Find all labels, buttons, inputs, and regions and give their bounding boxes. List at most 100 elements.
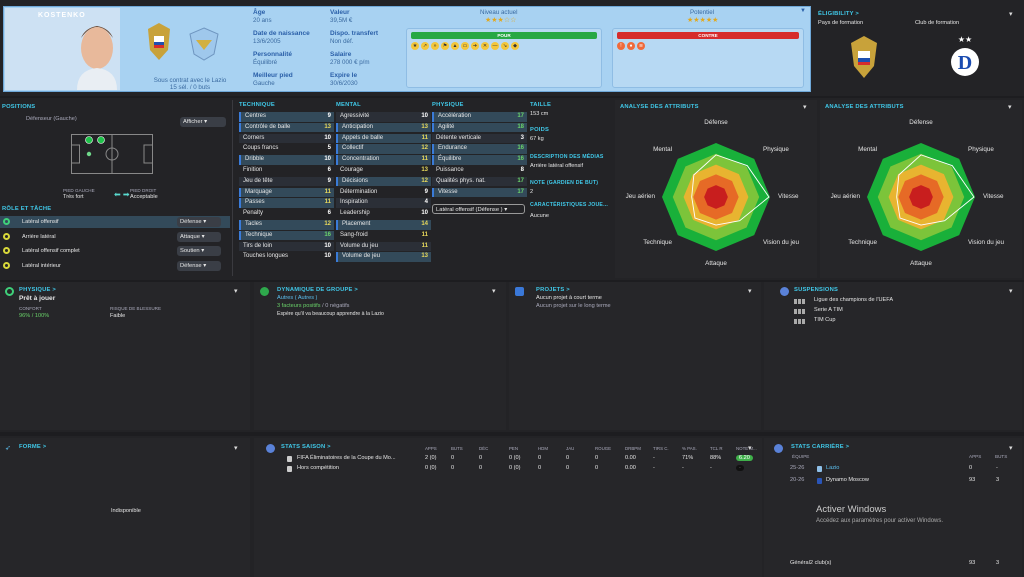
attribute-value: 14 — [421, 221, 428, 227]
stats-cell: - — [736, 465, 744, 471]
long-pass-trait-icon[interactable]: ↘ — [501, 42, 509, 50]
role-name: Latéral intérieur — [22, 262, 61, 269]
attribute-name: Agressivité — [340, 113, 370, 119]
stats-competition[interactable]: FIFA Éliminatoires de la Coupe du Mo... — [297, 455, 396, 461]
dash-trait-icon[interactable]: — — [491, 42, 499, 50]
right-foot-value: Acceptable — [130, 194, 158, 200]
svg-text:D: D — [958, 52, 972, 74]
dynamics-group[interactable]: Autres ( Autres ) — [277, 295, 318, 301]
zigzag-trait-icon[interactable]: ≋ — [637, 42, 645, 50]
career-title[interactable]: STATS CARRIÈRE > — [791, 444, 850, 450]
gk-note-value: 2 — [530, 189, 534, 195]
attribute-row: Puissance 8 — [432, 166, 527, 176]
radar-label: Vision du jeu — [968, 239, 1004, 246]
dob-label: Date de naissance — [253, 30, 310, 37]
field-trait-icon[interactable]: ▭ — [461, 42, 469, 50]
traits-value: Aucune — [530, 213, 549, 219]
role-row[interactable]: Latéral offensif Défense ▾ — [0, 216, 230, 228]
club-formation-label: Club de formation — [915, 20, 960, 26]
lazio-crest-icon — [186, 24, 222, 62]
attribute-name: Détermination — [340, 188, 378, 195]
flag-trait-icon[interactable]: ⚑ — [441, 42, 449, 50]
positions-title: POSITIONS — [2, 104, 36, 110]
value-value: 39,5M € — [330, 17, 353, 24]
role-select-dropdown[interactable]: Latéral offensif (Défense ) ▾ — [432, 204, 525, 214]
radar-menu-icon[interactable]: ▾ — [803, 104, 807, 111]
dynamics-menu-icon[interactable]: ▾ — [492, 288, 496, 295]
run-trait-icon[interactable]: » — [431, 42, 439, 50]
attribute-value: 11 — [421, 156, 428, 163]
career-goals: - — [996, 465, 998, 471]
stats-cell: 0 — [538, 465, 542, 471]
stats-col-header: DÉC — [479, 446, 489, 451]
attribute-name: Sang-froid — [340, 231, 368, 238]
stats-menu-icon[interactable]: ▾ — [748, 445, 752, 452]
afficher-dropdown[interactable]: Afficher ▾ — [180, 117, 226, 127]
warning-trait-icon[interactable]: ! — [617, 42, 625, 50]
attribute-value: 10 — [421, 113, 428, 119]
form-menu-icon[interactable]: ▾ — [234, 445, 238, 452]
dynamics-title[interactable]: DYNAMIQUE DE GROUPE > — [277, 287, 359, 293]
svg-text:★★: ★★ — [958, 35, 972, 44]
role-row[interactable]: Arrière latéral Attaque ▾ — [0, 231, 230, 243]
role-task-dropdown[interactable]: Attaque ▾ — [177, 231, 221, 242]
suspensions-menu-icon[interactable]: ▾ — [1009, 288, 1013, 295]
dob-value: 13/6/2005 — [253, 38, 281, 45]
attribute-row: Inspiration 4 — [336, 198, 431, 208]
expiry-label: Expire le — [330, 72, 358, 79]
eligibility-title[interactable]: ÉLIGIBILITY > — [818, 11, 859, 17]
cross-trait-icon[interactable]: ✕ — [481, 42, 489, 50]
projects-menu-icon[interactable]: ▾ — [748, 288, 752, 295]
arrow-trait-icon[interactable]: ➜ — [471, 42, 479, 50]
attribute-value: 5 — [327, 145, 331, 152]
career-team[interactable]: Lazio — [826, 465, 840, 471]
stats-cell: 0 (0) — [509, 465, 521, 471]
header-chevron-icon[interactable]: ▼ — [800, 8, 806, 14]
career-menu-icon[interactable]: ▾ — [1009, 445, 1013, 452]
pour-box: POUR ★ ↗» ⚑ ▲ ▭ ➜ ✕ — ↘ ◆ — [406, 28, 602, 88]
attribute-row: Qualités phys. nat. 17 — [432, 176, 527, 187]
attribute-name: Coups francs — [243, 145, 279, 152]
stats-cell: 0.00 — [625, 465, 636, 471]
role-task-dropdown[interactable]: Défense ▾ — [177, 260, 221, 271]
dynamics-positive[interactable]: 3 facteurs positifs — [277, 303, 321, 309]
career-team[interactable]: Dynamo Moscow — [826, 477, 869, 483]
boot-trait-icon[interactable]: ▲ — [451, 42, 459, 50]
star-trait-icon[interactable]: ★ — [411, 42, 419, 50]
attribute-row: Endurance 16 — [432, 144, 527, 154]
projects-title[interactable]: PROJETS > — [536, 287, 570, 293]
russia-crest-icon — [847, 34, 881, 84]
radar-menu-icon[interactable]: ▾ — [1008, 104, 1012, 111]
attribute-row: Coups francs 5 — [239, 144, 334, 154]
role-task-dropdown[interactable]: Défense ▾ — [177, 217, 221, 227]
suspension-competition: TIM Cup — [814, 317, 836, 323]
position-role: Défenseur (Gauche) — [26, 116, 77, 122]
physique-menu-icon[interactable]: ▾ — [234, 288, 238, 295]
stats-cell: - — [653, 465, 655, 471]
stats-cell: 0 (0) — [509, 455, 521, 461]
head-trait-icon[interactable]: ● — [627, 42, 635, 50]
form-title[interactable]: FORME > — [19, 444, 47, 450]
role-row[interactable]: Latéral intérieur Défense ▾ — [0, 260, 230, 272]
career-col-goals: BUTS — [995, 454, 1008, 459]
attribute-name: Endurance — [438, 145, 468, 152]
role-task-dropdown[interactable]: Soutien ▾ — [177, 246, 221, 256]
eligibility-menu-icon[interactable]: ▾ — [1009, 11, 1013, 18]
physique-status-title[interactable]: PHYSIQUE > — [19, 287, 56, 293]
role-row[interactable]: Latéral offensif complet Soutien ▾ — [0, 245, 230, 257]
player-photo — [5, 8, 120, 90]
career-apps: 93 — [969, 477, 976, 483]
career-apps: 0 — [969, 465, 973, 471]
career-col-apps: APPS — [969, 454, 982, 459]
attribute-value: 6 — [327, 167, 331, 173]
pass-trait-icon[interactable]: ↗ — [421, 42, 429, 50]
attribute-row: Détermination 9 — [336, 188, 431, 198]
attribute-value: 12 — [324, 221, 331, 227]
pays-formation-label: Pays de formation — [818, 20, 864, 26]
stats-competition[interactable]: Hors compétition — [297, 465, 339, 471]
radar-label: Défense — [909, 119, 933, 126]
role-task: Défense — [180, 219, 202, 225]
season-stats-title[interactable]: STATS SAISON > — [281, 444, 331, 450]
physique-status: Prêt à jouer — [19, 295, 56, 302]
throw-trait-icon[interactable]: ◆ — [511, 42, 519, 50]
